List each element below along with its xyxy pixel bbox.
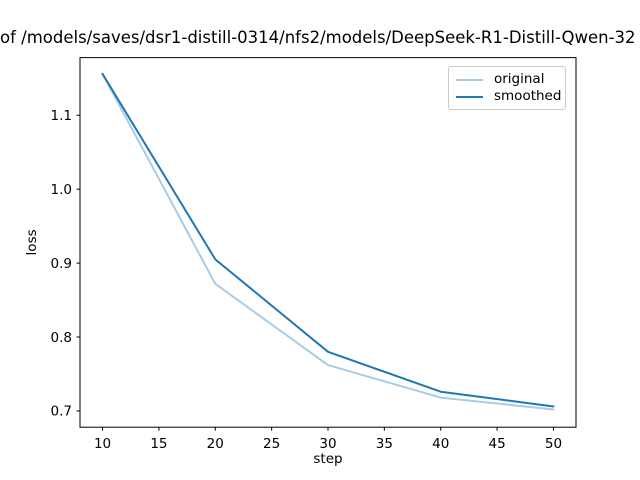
x-tick-label: 45 [488,436,505,452]
plot-border [79,57,577,428]
y-tick-label: 1.0 [51,182,72,198]
legend-label-smoothed: smoothed [494,87,562,104]
x-tick-label: 50 [545,436,562,452]
y-tick-label: 0.7 [51,404,72,420]
original-line-swatch [456,78,483,81]
x-tick-label: 30 [319,436,336,452]
y-tick-label: 0.8 [51,330,72,346]
legend: original smoothed [448,66,566,110]
x-tick-label: 35 [376,436,393,452]
y-tick-label: 0.9 [51,256,72,272]
legend-label-original: original [494,70,545,87]
smoothed-line [101,72,555,408]
y-tick-label: 1.1 [51,108,72,124]
y-axis-label: loss [24,229,40,255]
x-tick-label: 40 [432,436,449,452]
chart-title: of /models/saves/dsr1-distill-0314/nfs2/… [0,28,636,47]
original-line [101,72,555,411]
legend-entry-smoothed: smoothed [456,88,561,105]
x-tick-label: 25 [263,436,280,452]
legend-entry-original: original [456,71,557,88]
x-tick-label: 15 [150,436,167,452]
x-tick-label: 20 [207,436,224,452]
x-tick-label: 10 [94,436,111,452]
x-axis-label: step [313,451,342,467]
smoothed-line-swatch [456,95,483,98]
